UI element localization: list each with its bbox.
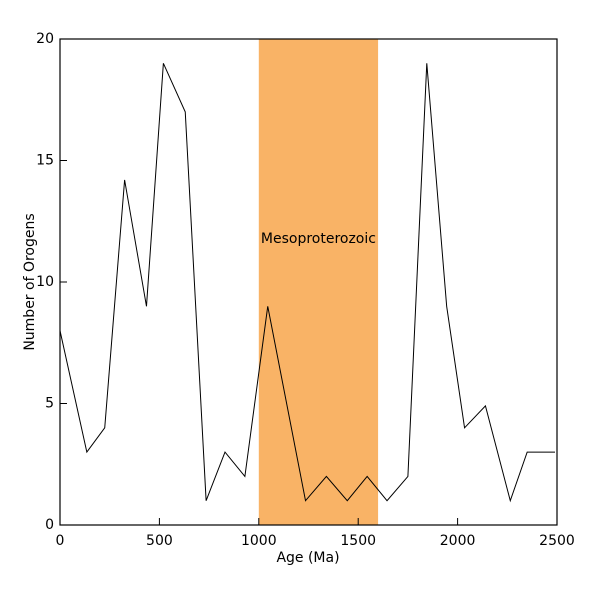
y-axis-label: Number of Orogens (22, 213, 38, 350)
x-tick-label: 1000 (241, 533, 277, 549)
shade-label: Mesoproterozoic (261, 231, 376, 247)
y-tick-label: 0 (45, 517, 54, 533)
plot-frame (59, 38, 558, 526)
x-axis-label: Age (Ma) (276, 550, 339, 566)
x-tick-label: 0 (56, 533, 65, 549)
x-tick-label: 2500 (539, 533, 575, 549)
shade-band (258, 39, 379, 525)
y-tick-label: 15 (36, 153, 54, 169)
line (59, 63, 556, 503)
y-tick-label: 5 (45, 396, 54, 412)
x-tick-label: 1500 (340, 533, 376, 549)
x-tick-label: 500 (146, 533, 173, 549)
y-tick-label: 20 (36, 31, 54, 47)
y-tick-label: 10 (36, 274, 54, 290)
x-tick-label: 2000 (440, 533, 476, 549)
